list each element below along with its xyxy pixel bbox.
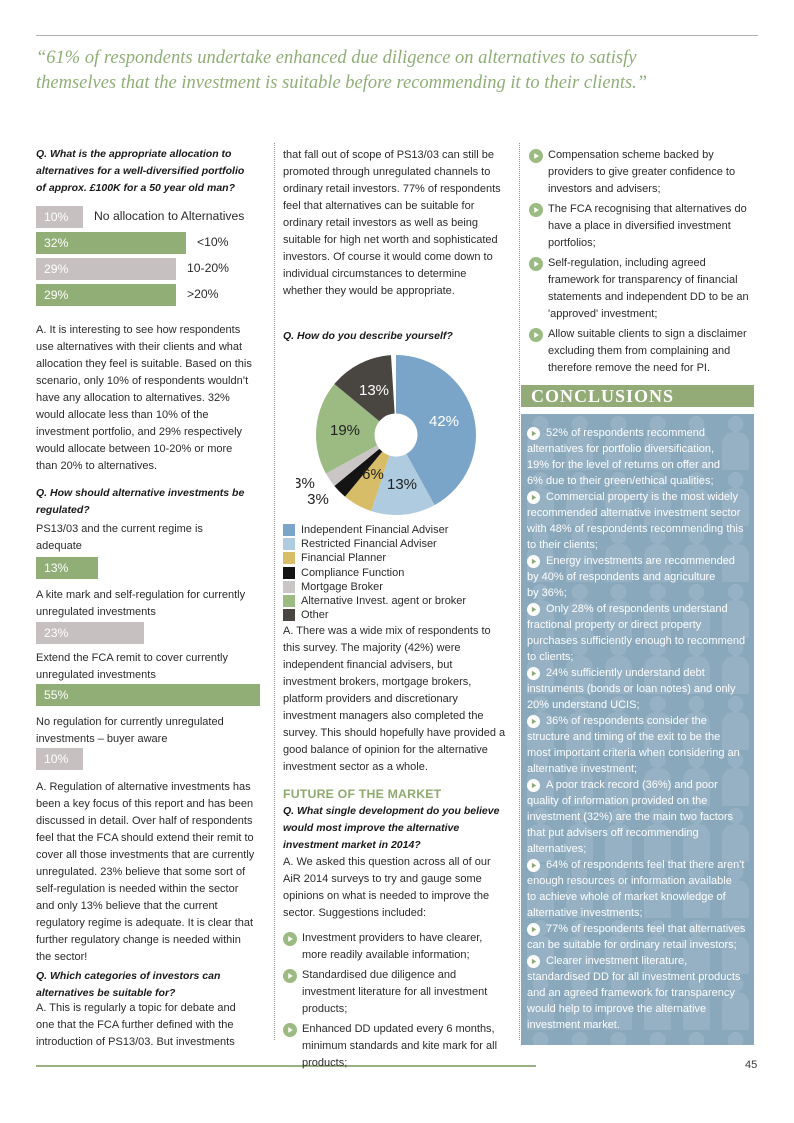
svg-text:19%: 19% [329, 422, 359, 439]
svg-text:13%: 13% [358, 382, 388, 399]
svg-text:3%: 3% [307, 491, 329, 508]
svg-text:13%: 13% [386, 476, 416, 493]
svg-text:6%: 6% [362, 466, 384, 483]
svg-text:3%: 3% [296, 475, 315, 492]
svg-text:42%: 42% [428, 413, 458, 430]
